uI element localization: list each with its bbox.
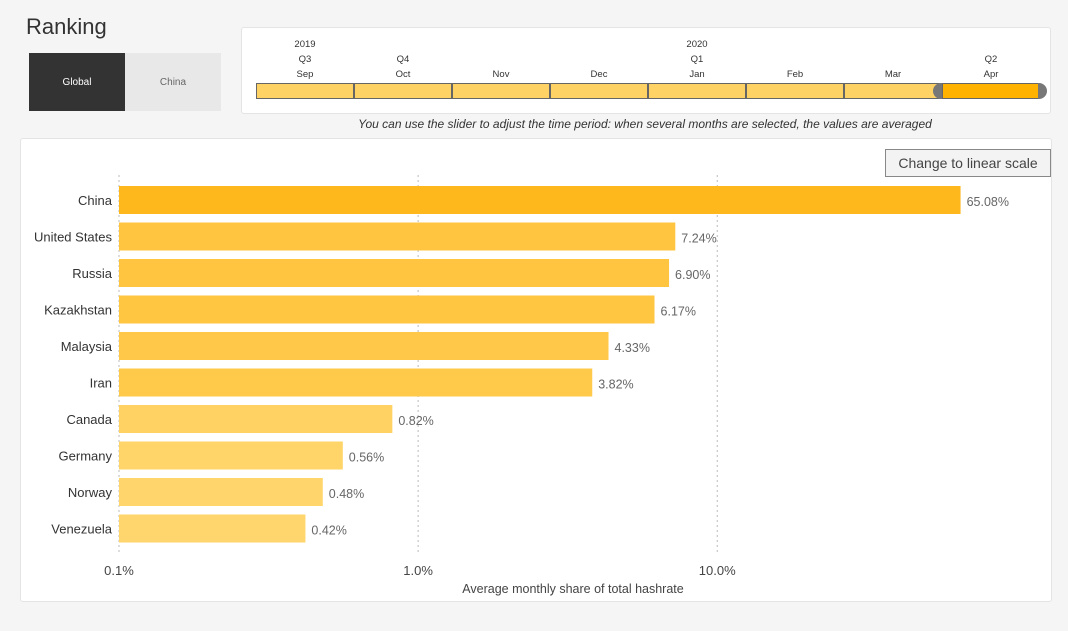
slider-segment-selected[interactable] (942, 83, 1040, 99)
slider-caption: You can use the slider to adjust the tim… (358, 117, 932, 131)
data-label: 0.56% (349, 451, 384, 465)
time-slider[interactable] (256, 83, 1047, 99)
timeline-year-label: 2019 (294, 39, 316, 50)
data-label: 6.90% (675, 268, 710, 282)
slider-segment[interactable] (844, 83, 942, 99)
bar (119, 368, 593, 397)
timeline-quarter-label: Q4 (396, 54, 410, 65)
slider-handle-start[interactable] (933, 83, 942, 99)
timeline-month-label: Oct (395, 69, 411, 80)
global-button[interactable]: Global (29, 53, 125, 111)
slider-segment[interactable] (550, 83, 648, 99)
category-label: Germany (59, 449, 113, 464)
category-label: Kazakhstan (44, 303, 112, 318)
timeline-month-label: Nov (492, 69, 510, 80)
bar (119, 186, 961, 214)
timeline-quarter-label: Q2 (984, 54, 998, 65)
region-toggle: Global China (29, 53, 221, 111)
page-title: Ranking (26, 14, 107, 39)
slider-segment[interactable] (256, 83, 354, 99)
timeline-quarter-label: Q3 (298, 54, 312, 65)
slider-segment[interactable] (452, 83, 550, 99)
data-label: 6.17% (661, 305, 696, 319)
x-tick-label: 0.1% (104, 563, 134, 578)
data-label: 4.33% (615, 341, 650, 355)
slider-handle-end[interactable] (1038, 83, 1047, 99)
slider-segment[interactable] (746, 83, 844, 99)
data-label: 65.08% (967, 195, 1009, 209)
category-label: United States (34, 230, 113, 245)
data-label: 0.82% (398, 414, 433, 428)
timeline-month-label: Mar (884, 69, 902, 80)
x-tick-label: 1.0% (403, 563, 433, 578)
category-label: Canada (66, 412, 112, 427)
timeline-month-label: Feb (786, 69, 804, 80)
chart-panel: Change to linear scale China 65.08% United… (20, 138, 1052, 602)
x-axis-title: Average monthly share of total hashrate (462, 582, 683, 596)
china-button[interactable]: China (125, 53, 221, 111)
data-label: 0.42% (311, 524, 346, 538)
timeline-month-label: Jan (689, 69, 705, 80)
bar (119, 478, 323, 506)
timeline-month-label: Sep (296, 69, 314, 80)
category-label: Russia (72, 266, 113, 281)
bar (119, 514, 306, 543)
timeline-slider-panel: 2019 2020 Q3 Q4 Q1 Q2 Sep Oct Nov Dec Jan Feb Mar Apr (241, 27, 1051, 114)
bar-chart: China 65.08% United States 7.24% Russia 6.90%… (34, 175, 1009, 596)
bar (119, 441, 343, 470)
slider-segment[interactable] (648, 83, 746, 99)
category-label: China (78, 193, 113, 208)
bar (119, 222, 676, 251)
timeline-quarter-label: Q1 (690, 54, 704, 65)
slider-segment[interactable] (354, 83, 452, 99)
timeline-month-label: Apr (983, 69, 999, 80)
timeline-month-label: Dec (590, 69, 608, 80)
bar (119, 332, 609, 360)
category-label: Iran (90, 376, 112, 391)
bar (119, 259, 670, 287)
category-label: Norway (68, 485, 113, 500)
linear-scale-button[interactable]: Change to linear scale (885, 149, 1051, 177)
data-label: 0.48% (329, 487, 364, 501)
data-label: 3.82% (598, 378, 633, 392)
data-label: 7.24% (681, 232, 716, 246)
category-label: Venezuela (51, 522, 112, 537)
category-label: Malaysia (61, 339, 113, 354)
timeline-year-label: 2020 (686, 39, 708, 50)
bar (119, 295, 655, 324)
bar (119, 405, 393, 433)
x-tick-label: 10.0% (699, 563, 736, 578)
